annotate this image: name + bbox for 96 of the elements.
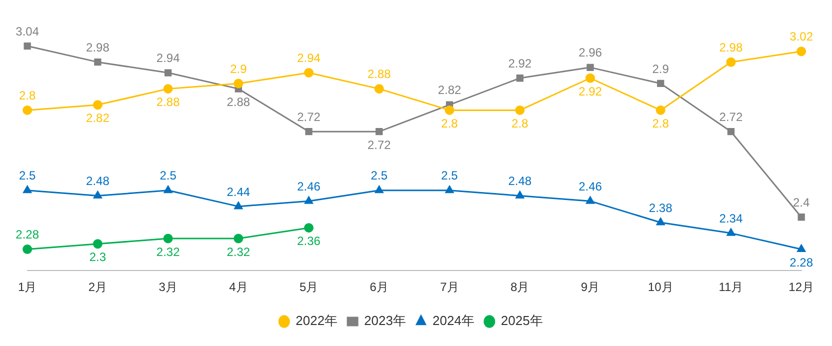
point — [164, 186, 172, 194]
point — [585, 73, 595, 83]
x-tick-label: 1月 — [18, 280, 37, 294]
legend-label: 2023年 — [364, 313, 406, 328]
data-label: 2.5 — [160, 168, 177, 183]
data-label: 2.46 — [297, 179, 321, 194]
x-tick-label: 12月 — [788, 280, 814, 294]
data-label: 2.98 — [719, 40, 743, 54]
x-tick-label: 5月 — [299, 280, 318, 294]
point — [515, 105, 525, 115]
data-label: 2.8 — [18, 88, 36, 103]
legend-label: 2025年 — [500, 313, 543, 328]
data-label: 2.8 — [441, 116, 458, 131]
data-label: 2.32 — [156, 244, 180, 259]
x-tick-label: 9月 — [580, 280, 600, 294]
data-label: 2.72 — [297, 110, 321, 124]
point — [374, 84, 384, 94]
data-label: 2.38 — [648, 200, 673, 215]
point — [304, 223, 314, 233]
x-tick-label: 6月 — [370, 280, 388, 294]
data-label: 2.28 — [790, 256, 814, 270]
data-label: 2.8 — [512, 116, 529, 131]
point — [516, 74, 524, 82]
point — [304, 68, 314, 78]
point — [586, 64, 594, 72]
data-label: 2.92 — [508, 56, 532, 70]
point — [24, 42, 31, 50]
data-label: 2.96 — [578, 46, 602, 60]
data-label: 2.88 — [367, 67, 392, 82]
x-tick-label: 11月 — [718, 280, 744, 294]
data-label: 2.46 — [578, 179, 602, 194]
point — [304, 196, 313, 204]
x-tick-label: 8月 — [510, 280, 530, 294]
data-label: 2.94 — [297, 51, 321, 66]
point — [656, 218, 665, 226]
point — [376, 128, 383, 136]
data-label: 2.72 — [367, 138, 392, 152]
point — [23, 186, 32, 194]
data-label: 2.36 — [297, 234, 321, 248]
data-label: 2.5 — [441, 168, 458, 183]
point — [164, 69, 172, 76]
data-label: 2.9 — [652, 62, 670, 76]
data-label: 2.4 — [792, 195, 810, 210]
data-label: 2.48 — [86, 174, 110, 188]
point — [727, 128, 735, 136]
data-label: 2.5 — [18, 168, 36, 183]
x-tick-label: 2月 — [88, 280, 108, 294]
point — [163, 84, 173, 94]
point — [374, 186, 384, 194]
point — [656, 105, 666, 115]
data-label: 2.34 — [719, 211, 743, 226]
point — [586, 196, 594, 204]
data-label: 2.98 — [86, 40, 110, 54]
data-label: 2.94 — [156, 51, 180, 66]
data-label: 2.82 — [86, 111, 110, 126]
data-label: 2.82 — [438, 83, 462, 98]
point — [234, 78, 244, 88]
point — [93, 190, 102, 198]
point — [516, 190, 524, 198]
point — [726, 57, 736, 67]
data-label: 2.28 — [16, 228, 40, 242]
point — [234, 234, 244, 244]
point — [726, 228, 736, 236]
point — [234, 202, 243, 210]
point — [797, 244, 806, 252]
data-label: 2.72 — [719, 110, 743, 124]
data-label: 2.5 — [370, 168, 388, 183]
x-tick-label: 10月 — [648, 280, 674, 294]
data-label: 2.44 — [226, 184, 250, 199]
point — [445, 186, 454, 194]
data-label: 2.3 — [89, 250, 106, 264]
data-label: 2.48 — [508, 174, 532, 188]
x-tick-label: 4月 — [229, 280, 248, 294]
point — [94, 58, 102, 66]
data-label: 2.32 — [226, 244, 250, 259]
data-label: 2.92 — [578, 84, 602, 98]
point — [92, 239, 102, 249]
point — [796, 46, 806, 56]
point — [305, 128, 312, 136]
x-tick-label: 7月 — [440, 280, 459, 294]
point — [657, 80, 664, 88]
point — [92, 100, 102, 110]
data-label: 2.88 — [156, 95, 180, 110]
legend-label: 2024年 — [432, 313, 474, 328]
point — [22, 105, 32, 115]
data-label: 2.88 — [226, 95, 250, 110]
data-label: 2.8 — [652, 116, 670, 131]
data-label: 2.9 — [230, 62, 248, 76]
data-label: 3.02 — [790, 30, 814, 44]
x-tick-label: 3月 — [158, 280, 178, 294]
point — [22, 244, 32, 254]
legend-label: 2022年 — [296, 313, 338, 328]
point — [798, 214, 805, 221]
point — [163, 234, 173, 244]
data-label: 3.04 — [16, 24, 40, 38]
point — [444, 105, 454, 115]
